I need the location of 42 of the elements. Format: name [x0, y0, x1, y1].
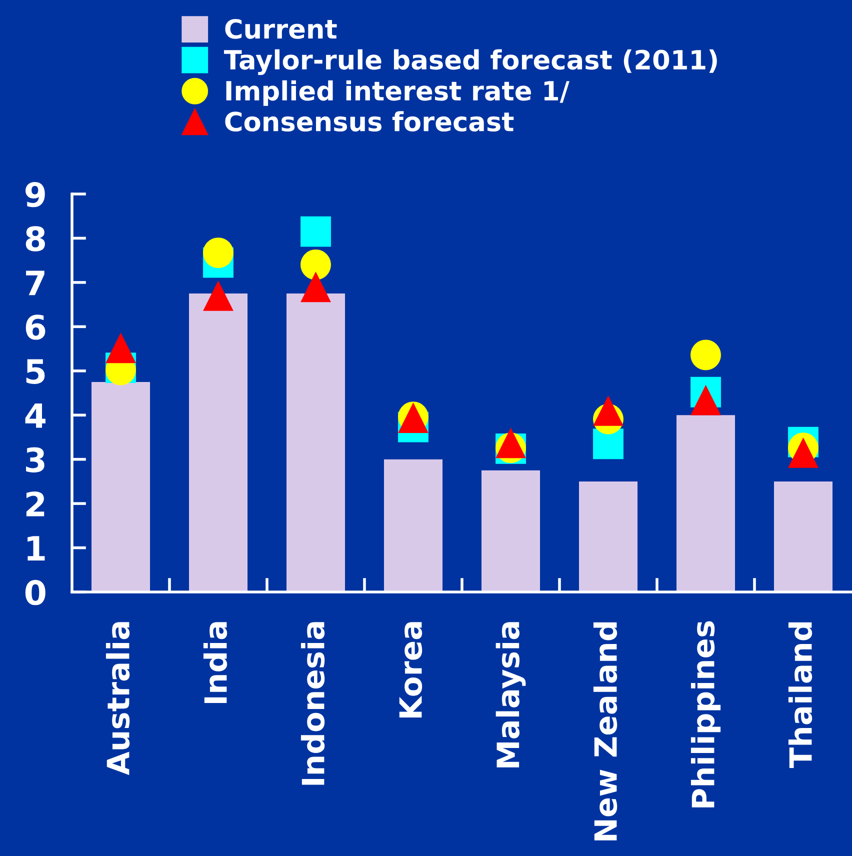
bar [92, 382, 150, 592]
y-tick-label: 8 [26, 226, 45, 252]
x-tick-label: Thailand [788, 622, 812, 768]
x-tick-label: Malaysia [496, 622, 526, 768]
legend-label: Implied interest rate 1/ [226, 80, 570, 106]
y-tick-label: 4 [25, 403, 46, 428]
point [203, 280, 234, 311]
x-tick-label: India [203, 622, 228, 704]
bar [189, 294, 248, 592]
x-tick-label: Australia [106, 622, 130, 776]
y-tick-label: 3 [26, 447, 44, 472]
y-tick-label: 2 [26, 491, 44, 516]
point [496, 428, 526, 458]
bar [384, 459, 442, 592]
bar [286, 294, 345, 592]
point [690, 340, 721, 370]
x-tick-label: Korea [399, 622, 422, 718]
y-tick-label: 1 [28, 536, 45, 560]
point [593, 428, 624, 460]
point [300, 272, 331, 302]
point [203, 238, 234, 268]
point [788, 437, 818, 468]
x-tick-label: Philippines [690, 621, 721, 808]
y-tick-label: 6 [26, 314, 46, 340]
bar [482, 470, 540, 592]
bar [774, 481, 832, 592]
bar [676, 415, 735, 592]
x-tick-label: Indonesia [300, 622, 325, 785]
point [593, 395, 624, 426]
y-tick-label: 7 [26, 270, 44, 296]
x-tick-label: New Zealand [593, 622, 618, 840]
y-tick-label: 9 [26, 182, 45, 208]
legend-label: Taylor-rule based forecast (2011) [224, 49, 717, 76]
point [106, 332, 136, 364]
point [300, 250, 331, 280]
point [300, 216, 331, 247]
y-tick-label: 0 [25, 580, 46, 606]
point [690, 384, 721, 416]
legend-label: Consensus forecast [225, 111, 514, 132]
bar [579, 481, 638, 592]
legend-label: Current [225, 18, 337, 39]
y-tick-label: 5 [26, 359, 45, 384]
